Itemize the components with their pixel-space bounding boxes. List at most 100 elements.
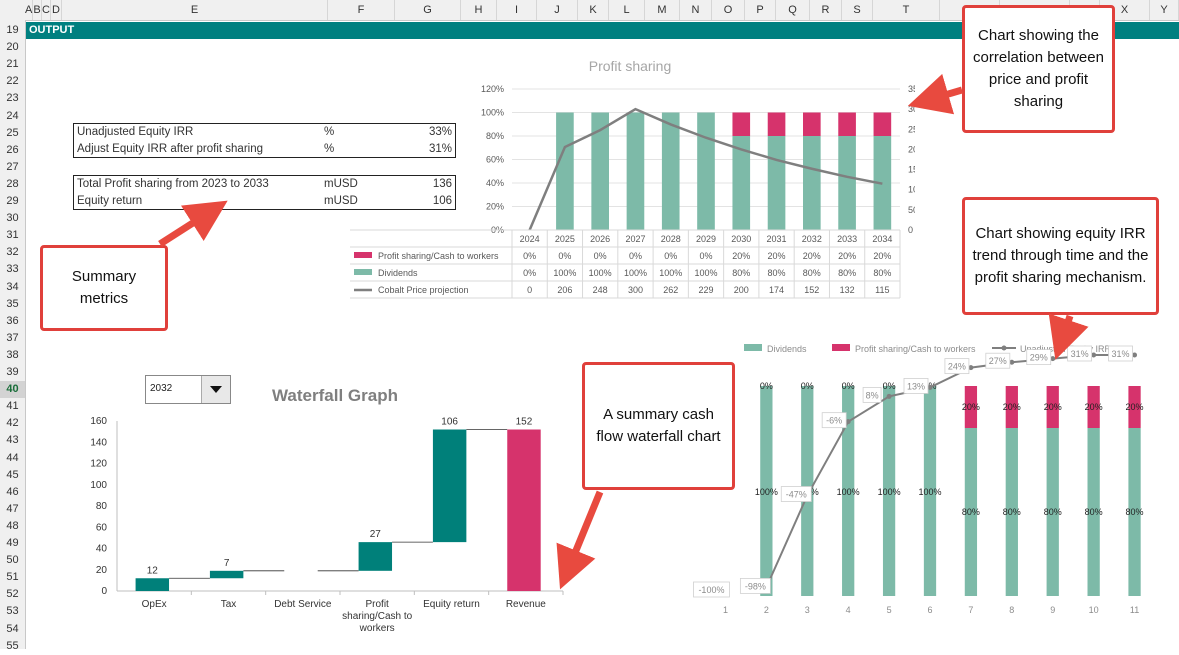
column-header-cell[interactable]: L — [609, 0, 645, 20]
row-header-cell[interactable]: 52 — [6, 588, 19, 601]
column-header-cell[interactable]: M — [645, 0, 680, 20]
row-header-cell[interactable]: 32 — [6, 246, 19, 259]
y-right-tick-label: 300 — [908, 104, 915, 114]
equity-irr-chart[interactable]: Dividends Profit sharing/Cash to workers U… — [660, 335, 1179, 620]
metric-value: 136 — [432, 178, 452, 190]
dividends-bar — [591, 112, 609, 230]
row-header-bar: 19 20 21 22 23 24 25 26 27 28 29 30 31 32 33 34 35 36 37 38… — [0, 20, 26, 652]
column-header-cell[interactable]: I — [497, 0, 537, 20]
column-header-cell[interactable]: Q — [776, 0, 810, 20]
row-header-cell[interactable]: 28 — [6, 177, 19, 190]
row-header-cell[interactable]: 29 — [6, 195, 19, 207]
column-header-cell[interactable]: T — [873, 0, 940, 20]
row-header-cell[interactable]: 24 — [6, 109, 19, 122]
arrow-to-summary-metrics — [158, 200, 228, 247]
x-category-label: 11 — [1130, 605, 1139, 615]
row-header-cell[interactable]: 43 — [6, 434, 19, 447]
row-header-cell[interactable]: 22 — [6, 75, 19, 88]
column-header-cell[interactable]: E — [62, 0, 328, 20]
row-header-cell[interactable]: 19 — [6, 24, 19, 36]
row-header-cell[interactable]: 45 — [6, 468, 19, 481]
year-dropdown[interactable]: 2032 — [145, 375, 231, 404]
column-header-cell[interactable]: B — [33, 0, 42, 20]
x-category-label: 5 — [887, 605, 892, 615]
y-right-tick-label: 250 — [908, 124, 915, 134]
x-category-label: 2032 — [802, 234, 822, 244]
row-header-cell[interactable]: 46 — [6, 485, 19, 498]
dividends-bar — [661, 112, 680, 230]
row-header-cell[interactable]: 44 — [6, 451, 19, 464]
table-cell-value: 0 — [527, 285, 532, 295]
column-header-cell[interactable]: F — [328, 0, 395, 20]
irr-marker — [886, 393, 892, 399]
column-header-cell[interactable]: G — [395, 0, 461, 20]
y-right-tick-label: 0 — [908, 225, 913, 235]
column-header-cell[interactable]: S — [842, 0, 873, 20]
column-header-cell[interactable]: K — [578, 0, 609, 20]
column-header-cell[interactable]: J — [537, 0, 578, 20]
x-category-label: Profit — [365, 599, 389, 610]
row-header-cell[interactable]: 35 — [6, 297, 19, 310]
row-header-cell[interactable]: 48 — [6, 519, 19, 532]
row-header-cell[interactable]: 31 — [6, 229, 19, 242]
profit-sharing-data-label: 0% — [883, 381, 896, 391]
row-header-cell[interactable]: 40 — [0, 381, 25, 399]
column-header-cell[interactable]: P — [745, 0, 776, 20]
cobalt-price-line — [528, 107, 883, 231]
legend-label: Profit sharing/Cash to workers — [855, 344, 976, 354]
row-header-cell[interactable]: 37 — [6, 331, 19, 344]
row-header-cell[interactable]: 41 — [6, 400, 19, 413]
callout-price-chart: Chart showing the correlation between pr… — [962, 5, 1115, 133]
row-header-cell[interactable]: 42 — [6, 417, 19, 430]
row-header-cell[interactable]: 38 — [6, 348, 19, 361]
row-header-cell[interactable]: 54 — [6, 622, 19, 635]
column-header-cell[interactable]: X — [1100, 0, 1150, 20]
table-cell-value: 80% — [732, 268, 750, 278]
legend-key — [354, 269, 372, 275]
row-header-cell[interactable]: 50 — [6, 554, 19, 567]
column-header-cell[interactable]: A — [25, 0, 33, 20]
metric-unit: mUSD — [324, 195, 358, 207]
column-header-cell[interactable]: Y — [1150, 0, 1179, 20]
row-header-cell[interactable]: 53 — [6, 605, 19, 618]
metric-value: 33% — [428, 126, 452, 138]
row-header-cell[interactable]: 20 — [6, 41, 19, 54]
dividends-bar — [1128, 428, 1141, 596]
row-header-cell[interactable]: 34 — [6, 280, 19, 293]
row-header-cell[interactable]: 49 — [6, 537, 19, 549]
table-cell-value: 20% — [803, 251, 821, 261]
metric-unit: % — [324, 126, 335, 138]
dividends-bar — [626, 112, 645, 230]
legend-marker — [1001, 345, 1007, 351]
row-header-cell[interactable]: 25 — [6, 126, 19, 139]
waterfall-chart[interactable]: Waterfall Graph 0 20 40 60 80 100 120 140 160 12 Op… — [80, 378, 580, 643]
row-header-cell[interactable]: 26 — [6, 143, 19, 156]
row-header-cell[interactable]: 30 — [6, 212, 19, 225]
column-header-cell[interactable]: H — [461, 0, 497, 20]
x-category-label: 2026 — [590, 234, 610, 244]
x-category-label: Debt Service — [274, 599, 332, 610]
column-header-cell[interactable]: R — [810, 0, 842, 20]
row-header-cell[interactable]: 23 — [6, 92, 19, 105]
column-header-cell[interactable]: C — [42, 0, 51, 20]
column-header-bar: ABCDEFGHIJKLMNOPQRSTUVWXY — [0, 0, 1179, 21]
table-cell-value: 300 — [628, 285, 643, 295]
row-header-cell[interactable]: 21 — [6, 58, 19, 71]
column-header-cell[interactable]: D — [51, 0, 62, 20]
table-cell-value: 0% — [523, 251, 536, 261]
row-header-cell[interactable]: 51 — [6, 571, 19, 584]
row-header-cell[interactable]: 33 — [6, 263, 19, 276]
row-header-cell[interactable]: 39 — [6, 366, 19, 378]
column-header-cell[interactable]: O — [712, 0, 745, 20]
chevron-down-icon[interactable] — [201, 376, 230, 403]
row-header-cell[interactable]: 55 — [6, 639, 19, 652]
metric-value: 31% — [428, 143, 452, 155]
x-category-label: Equity return — [423, 599, 480, 610]
row-header-cell[interactable]: 47 — [6, 502, 19, 515]
row-header-cell[interactable]: 27 — [6, 160, 19, 173]
column-header-cell[interactable]: N — [680, 0, 712, 20]
profit-sharing-chart[interactable]: Profit sharing 0% 20% 40% 60% 80% 100% 120% 0 50 1… — [345, 55, 915, 300]
metric-row: Adjust Equity IRR after profit sharing% 3… — [74, 141, 455, 158]
row-header-cell[interactable]: 36 — [6, 314, 19, 327]
legend-label: Dividends — [767, 344, 807, 354]
